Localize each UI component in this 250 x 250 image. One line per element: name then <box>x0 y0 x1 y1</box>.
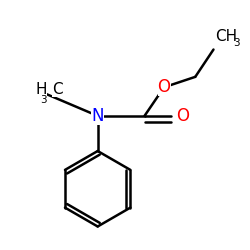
Text: O: O <box>176 107 189 125</box>
Text: H: H <box>36 82 47 97</box>
Text: N: N <box>92 107 104 125</box>
Text: C: C <box>52 82 63 97</box>
Text: 3: 3 <box>40 95 47 105</box>
Text: 3: 3 <box>233 38 239 48</box>
Text: O: O <box>158 78 170 96</box>
Text: CH: CH <box>215 29 237 44</box>
